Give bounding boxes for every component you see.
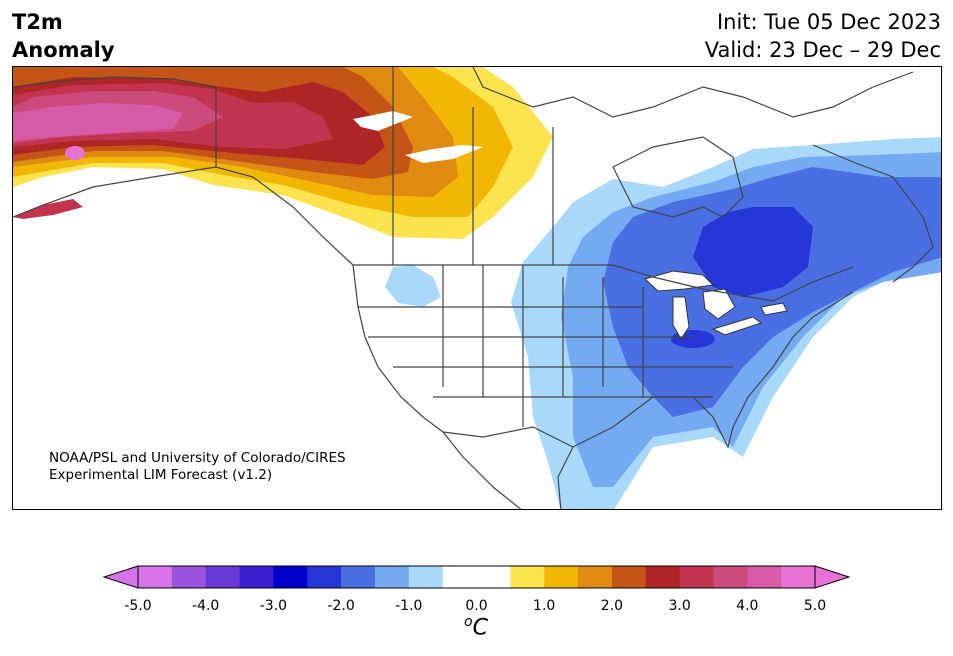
colorbar-bin	[408, 566, 444, 588]
colorbar-tick-label: -1.0	[395, 598, 423, 614]
colorbar-tick-label: -4.0	[192, 598, 220, 614]
colorbar-tick-label: 3.0	[668, 598, 691, 614]
warm-anomaly-region	[13, 67, 553, 239]
colorbar-bin	[341, 566, 376, 588]
colorbar-tick-label: 2.0	[600, 598, 624, 614]
map-title: T2m Anomaly	[12, 8, 115, 64]
colorbar-tick-label: 1.0	[533, 598, 556, 614]
colorbar-bin	[781, 566, 816, 588]
colorbar-bin	[510, 566, 545, 588]
lake-erie	[711, 316, 763, 336]
forecast-dates: Init: Tue 05 Dec 2023 Valid: 23 Dec – 29…	[705, 8, 941, 64]
colorbar-bin	[138, 566, 173, 588]
colorbar-bin	[713, 566, 748, 588]
lake-michigan	[672, 296, 690, 340]
colorbar-bin	[171, 566, 207, 588]
colorbar-svg	[102, 565, 851, 589]
colorbar-tick-label: -3.0	[259, 598, 288, 614]
colorbar	[0, 560, 953, 656]
lake-ontario	[760, 302, 788, 316]
title-line-2: Anomaly	[12, 38, 115, 62]
colorbar-bin	[374, 566, 410, 588]
units-superscript: o	[464, 614, 473, 630]
lake-huron	[702, 288, 736, 320]
colorbar-bin	[544, 566, 579, 588]
political-boundaries	[13, 67, 934, 509]
states-interior-2	[358, 306, 733, 398]
colorbar-tick-label: 0.0	[465, 598, 488, 614]
cold-contour-1-west	[385, 265, 441, 307]
valid-date: Valid: 23 Dec – 29 Dec	[704, 38, 941, 62]
colorbar-tick-label: -5.0	[124, 598, 152, 614]
colorbar-bin	[239, 566, 274, 588]
aleutian-warm	[13, 199, 83, 219]
init-date: Init: Tue 05 Dec 2023	[716, 10, 941, 34]
colorbar-bin	[578, 566, 613, 588]
colorbar-extend-high	[814, 565, 851, 589]
lake-superior	[644, 270, 715, 292]
colorbar-tick-label: 5.0	[803, 598, 827, 614]
warm-contour-8	[13, 103, 183, 141]
map-panel	[12, 66, 942, 510]
units-base: C	[472, 615, 488, 641]
colorbar-frame	[137, 565, 816, 589]
hudson-bay	[612, 136, 744, 218]
credit-line-1: NOAA/PSL and University of Colorado/CIRE…	[49, 450, 346, 466]
colorbar-bin	[747, 566, 782, 588]
gulf-coast	[442, 291, 854, 449]
cold-contour-4	[693, 207, 813, 297]
provinces-interior	[392, 67, 554, 265]
warm-contour-9	[65, 146, 85, 160]
colorbar-tick-label: 4.0	[736, 598, 759, 614]
title-line-1: T2m	[12, 10, 63, 34]
colorbar-bin	[476, 566, 511, 588]
colorbar-bin	[645, 566, 681, 588]
credit-text: NOAA/PSL and University of Colorado/CIRE…	[49, 450, 346, 484]
anomaly-map	[13, 67, 941, 509]
great-lakes	[644, 270, 788, 340]
units-label: oC	[464, 614, 488, 640]
colorbar-bin	[307, 566, 342, 588]
credit-line-2: Experimental LIM Forecast (v1.2)	[49, 467, 273, 483]
great-slave-lake	[405, 145, 483, 163]
labrador-coast	[812, 144, 934, 283]
northern-lakes	[353, 111, 483, 163]
alaska-coast	[13, 76, 354, 266]
colorbar-bin	[679, 566, 714, 588]
colorbar-bin	[205, 566, 241, 588]
colorbar-bin	[273, 566, 308, 588]
mexico-gulf-coast	[557, 446, 574, 509]
colorbar-extend-low	[102, 565, 139, 589]
colorbar-bin	[442, 566, 477, 588]
mexico-coast	[442, 431, 522, 509]
colorbar-tick-label: -2.0	[327, 598, 355, 614]
great-bear-lake	[353, 111, 413, 131]
canadian-arctic	[472, 67, 914, 118]
colorbar-bin	[611, 566, 647, 588]
cold-contour-3	[603, 167, 941, 417]
